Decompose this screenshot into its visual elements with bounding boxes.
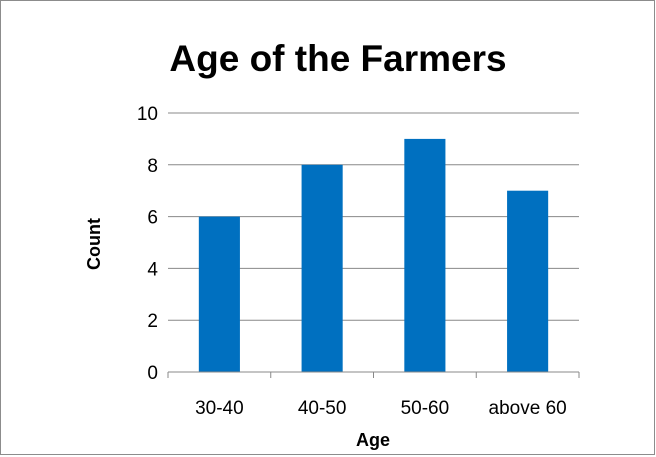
y-tick-labels: 0 2 4 6 8 10 <box>137 104 159 384</box>
y-tick-label: 8 <box>147 156 158 177</box>
bar <box>301 164 343 372</box>
x-tick-labels: 30-40 40-50 50-60 above 60 <box>167 372 580 419</box>
y-tick-label: 10 <box>137 104 158 125</box>
y-tick-label: 4 <box>147 259 158 280</box>
y-tick-label: 0 <box>147 363 158 384</box>
bars <box>198 138 549 372</box>
chart-title: Age of the Farmers <box>169 38 506 79</box>
y-tick-label: 2 <box>147 311 158 332</box>
x-tick-label: 40-50 <box>298 398 347 419</box>
x-tick-label: 30-40 <box>195 398 244 419</box>
bar <box>198 216 240 372</box>
bar <box>404 138 446 372</box>
x-tick-label: 50-60 <box>401 398 450 419</box>
x-axis-label: Age <box>356 430 390 450</box>
x-tick-label: above 60 <box>489 398 567 419</box>
y-tick-label: 6 <box>147 208 158 229</box>
bar <box>507 190 549 372</box>
y-axis-label: Count <box>84 218 104 270</box>
